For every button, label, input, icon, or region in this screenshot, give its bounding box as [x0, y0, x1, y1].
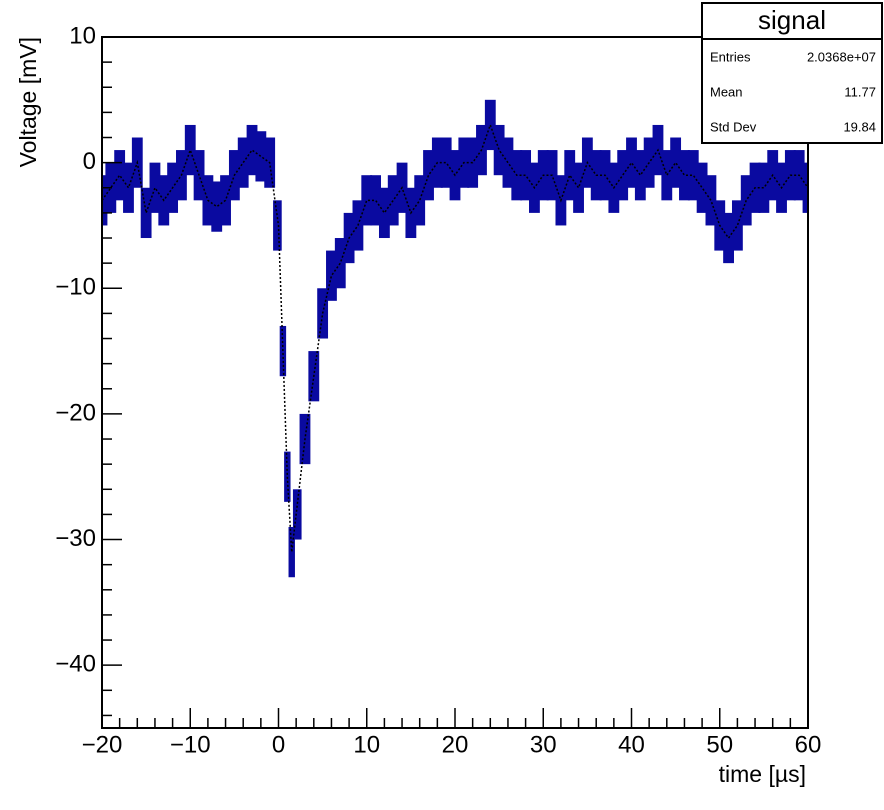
- x-tick-label: 20: [442, 731, 469, 758]
- error-bar: [573, 162, 584, 213]
- stats-label: Std Dev: [710, 119, 757, 134]
- error-bar: [246, 124, 258, 176]
- stats-label: Entries: [710, 49, 751, 64]
- stats-frame: [701, 2, 883, 144]
- error-bar: [292, 489, 302, 540]
- error-bar: [626, 137, 637, 188]
- error-bar: [802, 162, 809, 213]
- error-bar: [414, 175, 426, 226]
- error-bar: [361, 175, 373, 226]
- error-bar: [101, 175, 108, 226]
- stats-box: signal Entries 2.0368e+07 Mean 11.77 Std Dev 1…: [701, 2, 883, 144]
- stats-title: signal: [758, 5, 826, 35]
- stats-label: Mean: [710, 84, 743, 99]
- error-bar: [731, 200, 743, 251]
- error-bar: [334, 238, 346, 289]
- x-tick-label: 50: [706, 731, 733, 758]
- error-bar: [634, 150, 646, 201]
- error-bar: [696, 162, 708, 213]
- error-bar: [670, 137, 682, 188]
- error-bar: [140, 187, 152, 239]
- y-tick-label: 0: [83, 148, 96, 175]
- error-bar: [370, 175, 381, 226]
- error-bar: [687, 150, 699, 201]
- error-bar: [440, 137, 452, 188]
- error-bar: [273, 200, 282, 251]
- stats-value: 11.77: [844, 84, 876, 99]
- error-bar: [423, 150, 434, 201]
- error-bar: [149, 162, 161, 213]
- error-bar: [758, 162, 770, 213]
- error-bar: [211, 181, 223, 232]
- error-bar: [284, 451, 291, 502]
- y-tick-label: −40: [55, 651, 96, 678]
- stats-value: 2.0368e+07: [807, 49, 876, 64]
- error-bar: [493, 124, 505, 176]
- y-tick-label: 10: [69, 22, 96, 49]
- error-bar: [184, 124, 196, 176]
- error-bar: [326, 250, 337, 301]
- error-bar: [255, 131, 267, 182]
- error-bar: [237, 137, 249, 188]
- x-tick-label: 30: [530, 731, 557, 758]
- x-tick-label: 10: [353, 731, 380, 758]
- error-bar: [564, 150, 576, 201]
- x-axis-title: time [µs]: [719, 761, 806, 787]
- error-bar: [114, 150, 126, 201]
- error-bar: [378, 187, 390, 239]
- error-bar: [484, 99, 496, 151]
- x-tick-label: −10: [170, 731, 211, 758]
- error-bar: [661, 150, 673, 201]
- x-tick-label: 0: [272, 731, 285, 758]
- x-tick-label: 40: [618, 731, 645, 758]
- y-tick-label: −30: [55, 525, 96, 552]
- x-tick-label: −20: [82, 731, 123, 758]
- error-bar: [679, 150, 690, 201]
- y-tick-label: −10: [55, 274, 96, 301]
- y-tick-label: −20: [55, 399, 96, 426]
- data-line: [101, 122, 809, 553]
- error-bar: [705, 175, 717, 226]
- y-axis-title: Voltage [mV]: [15, 37, 41, 167]
- error-bar: [387, 175, 399, 226]
- error-bar: [520, 150, 532, 201]
- error-bar: [617, 150, 629, 201]
- error-bar: [288, 526, 295, 578]
- stats-value: 19.84: [843, 119, 876, 134]
- error-bar: [279, 325, 287, 377]
- error-bar: [723, 212, 734, 264]
- error-bar: [123, 162, 134, 213]
- x-tick-label: 60: [795, 731, 822, 758]
